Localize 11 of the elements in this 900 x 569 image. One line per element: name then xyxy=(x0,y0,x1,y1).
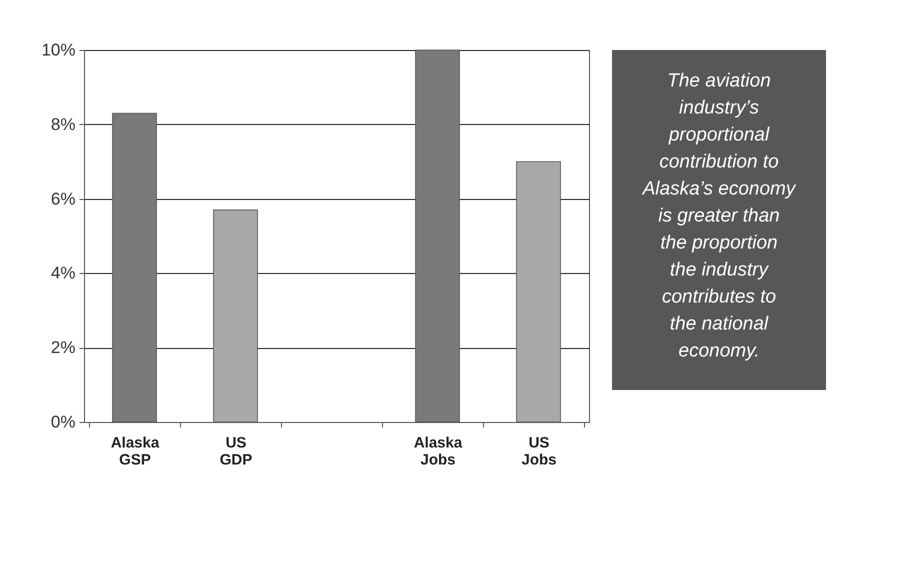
y-tick-label: 6% xyxy=(50,189,76,208)
y-tick-label: 8% xyxy=(50,114,76,134)
y-tick-label: 10% xyxy=(41,40,76,60)
x-tick-label: Alaska GSP xyxy=(110,434,160,468)
x-tick-label: US GDP xyxy=(220,434,252,468)
y-tick-label: 4% xyxy=(50,264,76,283)
y-tick-label: 0% xyxy=(50,412,76,432)
y-tick-label: 2% xyxy=(50,338,76,358)
x-tick-label: US Jobs xyxy=(521,434,557,468)
text: The aviation industry’s proportional contribution to Alaska’s economy is greater than the proportion the industry contributes to the national economy. xyxy=(642,70,796,362)
x-tick-label: Alaska Jobs xyxy=(414,434,463,468)
